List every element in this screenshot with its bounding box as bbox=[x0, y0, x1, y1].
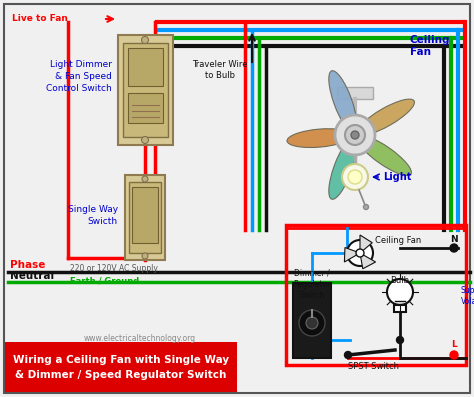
Polygon shape bbox=[360, 253, 375, 269]
Circle shape bbox=[299, 310, 325, 336]
Circle shape bbox=[142, 37, 148, 44]
Circle shape bbox=[356, 249, 364, 257]
Bar bbox=[129, 182, 161, 253]
Bar bbox=[125, 175, 165, 260]
Bar bbox=[337, 87, 373, 99]
Polygon shape bbox=[360, 235, 372, 253]
Circle shape bbox=[306, 317, 318, 329]
Ellipse shape bbox=[287, 129, 352, 148]
Text: Live to Fan: Live to Fan bbox=[12, 14, 68, 23]
Circle shape bbox=[450, 244, 458, 252]
Circle shape bbox=[364, 204, 368, 210]
Circle shape bbox=[347, 240, 373, 266]
Bar bbox=[293, 283, 331, 358]
Circle shape bbox=[387, 279, 413, 305]
Bar bbox=[394, 305, 406, 312]
Bar bbox=[128, 48, 163, 86]
Polygon shape bbox=[345, 247, 360, 262]
Text: Traveler Wire
to Bulb: Traveler Wire to Bulb bbox=[192, 60, 248, 80]
Circle shape bbox=[342, 164, 368, 190]
Ellipse shape bbox=[329, 71, 357, 132]
Ellipse shape bbox=[357, 135, 411, 175]
Circle shape bbox=[142, 253, 148, 259]
Circle shape bbox=[351, 131, 359, 139]
Text: Wiring a Ceiling Fan with Single Way: Wiring a Ceiling Fan with Single Way bbox=[13, 355, 229, 365]
Text: Single Way
Swicth: Single Way Swicth bbox=[68, 205, 118, 226]
Circle shape bbox=[396, 337, 403, 343]
Text: SPST Switch: SPST Switch bbox=[348, 362, 400, 371]
Text: N: N bbox=[450, 235, 458, 244]
Bar bbox=[132, 187, 158, 243]
Circle shape bbox=[345, 351, 352, 358]
Ellipse shape bbox=[357, 99, 414, 135]
Text: Phase: Phase bbox=[10, 260, 46, 270]
Bar bbox=[123, 43, 168, 137]
Bar bbox=[118, 35, 173, 145]
Text: Neutral: Neutral bbox=[10, 271, 54, 281]
Circle shape bbox=[142, 137, 148, 143]
Text: Light Dimmer
& Fan Speed
Control Switch: Light Dimmer & Fan Speed Control Switch bbox=[46, 60, 112, 93]
Ellipse shape bbox=[329, 138, 357, 199]
Text: & Dimmer / Speed Regulator Switch: & Dimmer / Speed Regulator Switch bbox=[15, 370, 227, 380]
Circle shape bbox=[348, 170, 362, 184]
Text: L: L bbox=[451, 340, 457, 349]
Circle shape bbox=[450, 351, 458, 359]
Circle shape bbox=[345, 125, 365, 145]
Text: 220 or 120V AC Supply: 220 or 120V AC Supply bbox=[70, 264, 158, 273]
Circle shape bbox=[142, 176, 148, 182]
Text: Light: Light bbox=[383, 172, 411, 182]
Bar bbox=[286, 225, 466, 365]
Text: www.electricaltechnology.org: www.electricaltechnology.org bbox=[84, 334, 196, 343]
Circle shape bbox=[335, 115, 375, 155]
Text: Ceiling Fan: Ceiling Fan bbox=[375, 236, 421, 245]
Text: Earth / Ground: Earth / Ground bbox=[70, 277, 139, 286]
Bar bbox=[128, 93, 163, 123]
Text: Ceiling
Fan: Ceiling Fan bbox=[410, 35, 450, 58]
Bar bbox=[5, 342, 237, 392]
Text: Dimmer /
Regulator
Switch: Dimmer / Regulator Switch bbox=[293, 269, 331, 300]
Text: Bulb: Bulb bbox=[391, 276, 410, 285]
Text: Supply
Volatage: Supply Volatage bbox=[461, 286, 474, 306]
